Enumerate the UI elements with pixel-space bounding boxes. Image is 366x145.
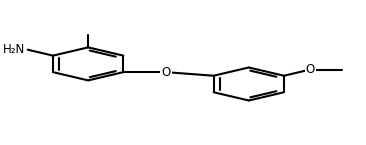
Text: O: O xyxy=(306,63,315,76)
Text: O: O xyxy=(161,66,171,79)
Text: H₂N: H₂N xyxy=(3,43,26,56)
